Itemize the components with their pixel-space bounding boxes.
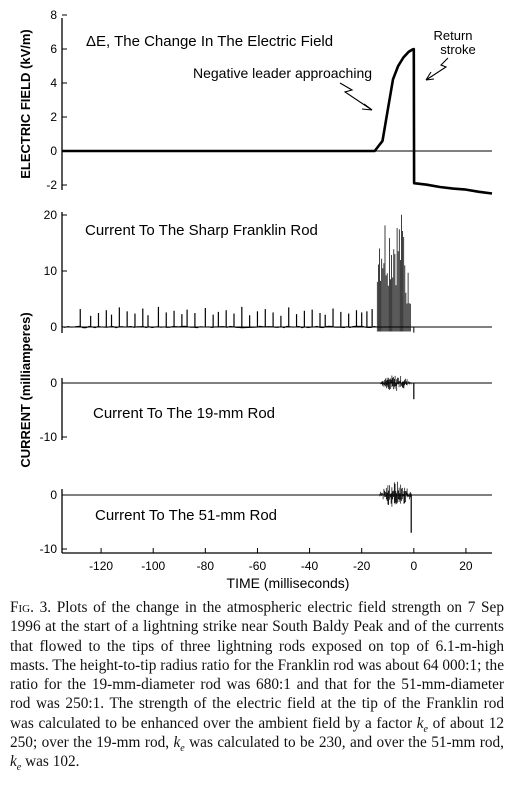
annotation-leader: Negative leader approaching <box>193 65 372 81</box>
panel-title-franklin: Current To The Sharp Franklin Rod <box>85 222 318 239</box>
arrow-return-head <box>425 71 435 81</box>
y-tick-label: 2 <box>50 110 57 124</box>
caption-k-1: k <box>416 714 424 732</box>
arrow-leader-head <box>361 103 373 111</box>
y-tick-label: 20 <box>44 208 58 222</box>
x-tick-label: -60 <box>249 559 267 573</box>
panel-title-field: ΔE, The Change In The Electric Field <box>86 33 333 50</box>
caption-text-3: was calculated to be 230, and over the 5… <box>184 734 504 752</box>
current-burst <box>379 481 412 507</box>
y-tick-label: 6 <box>50 42 57 56</box>
current-burst <box>376 214 411 332</box>
caption-text-4: was 102. <box>21 753 80 771</box>
caption-k-2: k <box>173 734 181 752</box>
x-tick-label: -40 <box>301 559 319 573</box>
current-burst <box>379 375 412 391</box>
panel-title-51mm: Current To The 51-mm Rod <box>95 507 277 524</box>
y-tick-label: 0 <box>50 320 57 334</box>
caption-text-1: Plots of the change in the atmospheric e… <box>10 599 504 732</box>
baseline-noise <box>61 325 378 329</box>
y-tick-label: 0 <box>50 376 57 390</box>
caption-k-3: k <box>10 753 17 771</box>
annotation-stroke: stroke <box>440 42 475 57</box>
annotation-return: Return <box>433 28 472 43</box>
caption-k-sub-3: e <box>16 762 22 774</box>
arrow-return <box>425 57 449 81</box>
panel-19mm-rod: 0 -10 Current To The 19-mm Rod <box>40 375 492 444</box>
y-axis-label-current: CURRENT (milliamperes) <box>18 312 33 467</box>
x-axis-label: TIME (milliseconds) <box>227 575 350 591</box>
panel-51mm-rod: 0 -10 Current To The 51-mm Rod -120 -100 -8… <box>40 481 492 591</box>
x-tick-label: -20 <box>353 559 371 573</box>
x-tick-label: 20 <box>459 559 473 573</box>
caption-label: Fig. 3. <box>10 599 52 616</box>
caption-text-2: of about 12 250; over the 19-mm rod, <box>10 714 504 752</box>
caption-k-sub-2: e <box>180 743 185 755</box>
caption-k-sub-1: e <box>423 723 428 735</box>
y-axis-label-field: ELECTRIC FIELD (kV/m) <box>18 29 33 179</box>
y-tick-label: 0 <box>50 488 57 502</box>
series-electric-field <box>62 47 493 195</box>
y-tick-label: -2 <box>46 178 57 192</box>
arrow-leader <box>339 82 373 111</box>
y-tick-label: 0 <box>50 144 57 158</box>
figure-caption: Fig. 3. Plots of the change in the atmos… <box>10 598 504 774</box>
y-tick-label: 10 <box>44 264 58 278</box>
panel-title-19mm: Current To The 19-mm Rod <box>93 405 275 422</box>
y-tick-label: -10 <box>40 430 58 444</box>
x-tick-label: 0 <box>410 559 417 573</box>
x-tick-label: -80 <box>197 559 215 573</box>
x-tick-label: -120 <box>89 559 113 573</box>
y-tick-label: 8 <box>50 8 57 22</box>
y-tick-label: 4 <box>50 76 57 90</box>
panel-electric-field: 8 6 4 2 0 -2 ELECTRIC FIELD (kV/m) ΔE, The Ch… <box>18 8 493 195</box>
panel-franklin-rod: 20 10 0 Current To The Sharp Franklin Rod <box>44 208 492 334</box>
y-tick-label: -10 <box>40 542 58 556</box>
x-tick-label: -100 <box>141 559 165 573</box>
